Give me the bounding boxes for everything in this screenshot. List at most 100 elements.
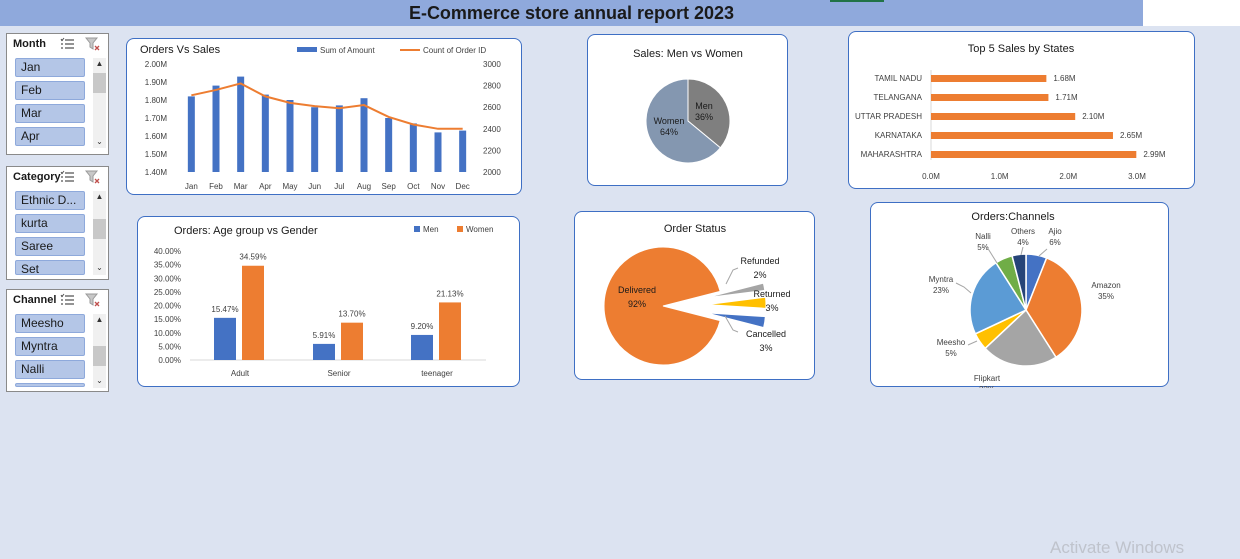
channel-slicer-title: Channel — [13, 294, 57, 306]
slice-pct: 92% — [628, 299, 646, 309]
scroll-up-icon[interactable]: ▲ — [95, 59, 104, 68]
bar-women — [242, 265, 264, 360]
slice-label: Others — [1011, 227, 1035, 236]
bar-sum-of-amount — [335, 105, 343, 172]
leader-line — [725, 267, 739, 285]
orders-vs-sales-card[interactable]: Orders Vs Sales Sum of Amount Count of Ord… — [126, 38, 522, 195]
slicer-item[interactable]: Nalli — [15, 360, 85, 379]
scroll-thumb[interactable] — [93, 73, 106, 93]
bar-value-label: 15.47% — [211, 305, 238, 314]
chart-title: Orders: Age group vs Gender — [174, 225, 318, 237]
bar-value-label: 21.13% — [436, 289, 463, 298]
pie-slice-women — [645, 78, 722, 164]
month-slicer: Month Jan Feb Mar Apr ▲ ⌄ — [6, 33, 109, 155]
slicer-item[interactable]: Feb — [15, 81, 85, 100]
y-tick-label: MAHARASHTRA — [861, 150, 923, 159]
slice-label: Myntra — [929, 275, 954, 284]
y2-tick-label: 2000 — [483, 168, 501, 177]
scroll-thumb[interactable] — [93, 346, 106, 366]
sales-gender-card[interactable]: Sales: Men vs Women Men 36% Women 64% — [587, 34, 788, 186]
slicer-scrollbar[interactable] — [93, 58, 106, 148]
x-tick-label: Nov — [431, 182, 445, 191]
slicer-item[interactable]: Ethnic D... — [15, 191, 85, 210]
slicer-item[interactable]: Apr — [15, 127, 85, 146]
slicer-item[interactable] — [15, 383, 85, 387]
scroll-down-icon[interactable]: ⌄ — [96, 263, 103, 272]
slicer-item[interactable]: Saree — [15, 237, 85, 256]
slice-label: Flipkart — [974, 374, 1001, 383]
slice-label: Refunded — [740, 256, 779, 266]
age-gender-card[interactable]: Orders: Age group vs Gender Men Women 0.00%… — [137, 216, 520, 387]
clear-filter-icon[interactable] — [85, 293, 100, 308]
cell-cursor-mark — [830, 0, 884, 2]
leader-line — [724, 315, 739, 333]
scroll-up-icon[interactable]: ▲ — [95, 192, 104, 201]
slice-label: Returned — [753, 289, 790, 299]
pie-slice-cancelled — [706, 312, 766, 329]
scroll-up-icon[interactable]: ▲ — [95, 315, 104, 324]
y-tick-label: 25.00% — [154, 288, 181, 297]
slice-pct: 5% — [945, 349, 957, 358]
chart-title: Top 5 Sales by States — [968, 43, 1075, 55]
x-tick-label: Jul — [334, 182, 344, 191]
sheet-blank-area — [1143, 0, 1240, 26]
multi-select-icon[interactable] — [60, 170, 75, 185]
leader-line — [955, 282, 972, 294]
clear-filter-icon[interactable] — [85, 170, 100, 185]
bar-value-label: 2.99M — [1143, 150, 1166, 159]
y-tick-label: KARNATAKA — [875, 131, 923, 140]
category-slicer: Category Ethnic D... kurta Saree Set ▲ ⌄ — [6, 166, 109, 280]
chart-title: Sales: Men vs Women — [633, 48, 743, 60]
x-tick-label: Oct — [407, 182, 420, 191]
slicer-item[interactable]: Mar — [15, 104, 85, 123]
bar-state — [931, 75, 1047, 82]
x-tick-label: Jun — [308, 182, 321, 191]
legend-label: Men — [423, 225, 439, 234]
leader-line — [1020, 246, 1024, 256]
activate-windows-watermark: Activate Windows — [1050, 538, 1185, 557]
slicer-item[interactable]: kurta — [15, 214, 85, 233]
age-gender-chart: Orders: Age group vs Gender Men Women 0.00%… — [154, 225, 494, 378]
slice-pct: 4% — [1017, 238, 1029, 247]
pie-slice-refunded — [706, 282, 766, 299]
y2-tick-label: 2200 — [483, 146, 501, 155]
order-status-card[interactable]: Order Status Delivered 92% Refunded 2% Return… — [574, 211, 815, 380]
pie-slice-myntra — [969, 261, 1028, 335]
y-tick-label: 20.00% — [154, 302, 181, 311]
bar-men — [313, 343, 335, 360]
bar-value-label: 13.70% — [338, 310, 365, 319]
x-tick-label: Aug — [357, 182, 371, 191]
y-tick-label: TELANGANA — [874, 93, 923, 102]
bar-sum-of-amount — [409, 123, 417, 172]
bar-women — [439, 302, 461, 360]
y-tick-label: 1.50M — [145, 150, 168, 159]
y-tick-label: 30.00% — [154, 274, 181, 283]
multi-select-icon[interactable] — [60, 37, 75, 52]
scroll-down-icon[interactable]: ⌄ — [96, 137, 103, 146]
slicer-item[interactable]: Jan — [15, 58, 85, 77]
top-states-card[interactable]: Top 5 Sales by States TAMIL NADU 1.68M TELA… — [848, 31, 1195, 189]
slicer-item[interactable]: Meesho — [15, 314, 85, 333]
pie-slice-men — [687, 78, 731, 149]
slicer-item[interactable]: Myntra — [15, 337, 85, 356]
slice-pct: 5% — [977, 243, 989, 252]
report-title: E-Commerce store annual report 2023 — [0, 0, 1143, 26]
channels-chart: Orders:Channels Ajio 6% Amazon 35% Flipkart 22… — [929, 211, 1121, 388]
scroll-thumb[interactable] — [93, 219, 106, 239]
chart-title: Orders Vs Sales — [140, 44, 221, 56]
slicer-item[interactable]: Set — [15, 260, 85, 275]
slice-pct: 36% — [695, 112, 713, 122]
channels-card[interactable]: Orders:Channels Ajio 6% Amazon 35% Flipkart 22… — [870, 202, 1169, 388]
multi-select-icon[interactable] — [60, 293, 75, 308]
clear-filter-icon[interactable] — [85, 37, 100, 52]
slice-label: Ajio — [1048, 227, 1062, 236]
legend-swatch — [297, 47, 317, 52]
bar-women — [341, 322, 363, 360]
bar-value-label: 34.59% — [239, 253, 266, 262]
slice-label: Women — [654, 116, 685, 126]
scroll-down-icon[interactable]: ⌄ — [96, 376, 103, 385]
slice-pct: 64% — [660, 127, 678, 137]
legend-label: Count of Order ID — [423, 46, 486, 55]
legend-swatch — [457, 226, 463, 232]
slice-pct: 35% — [1098, 292, 1114, 301]
